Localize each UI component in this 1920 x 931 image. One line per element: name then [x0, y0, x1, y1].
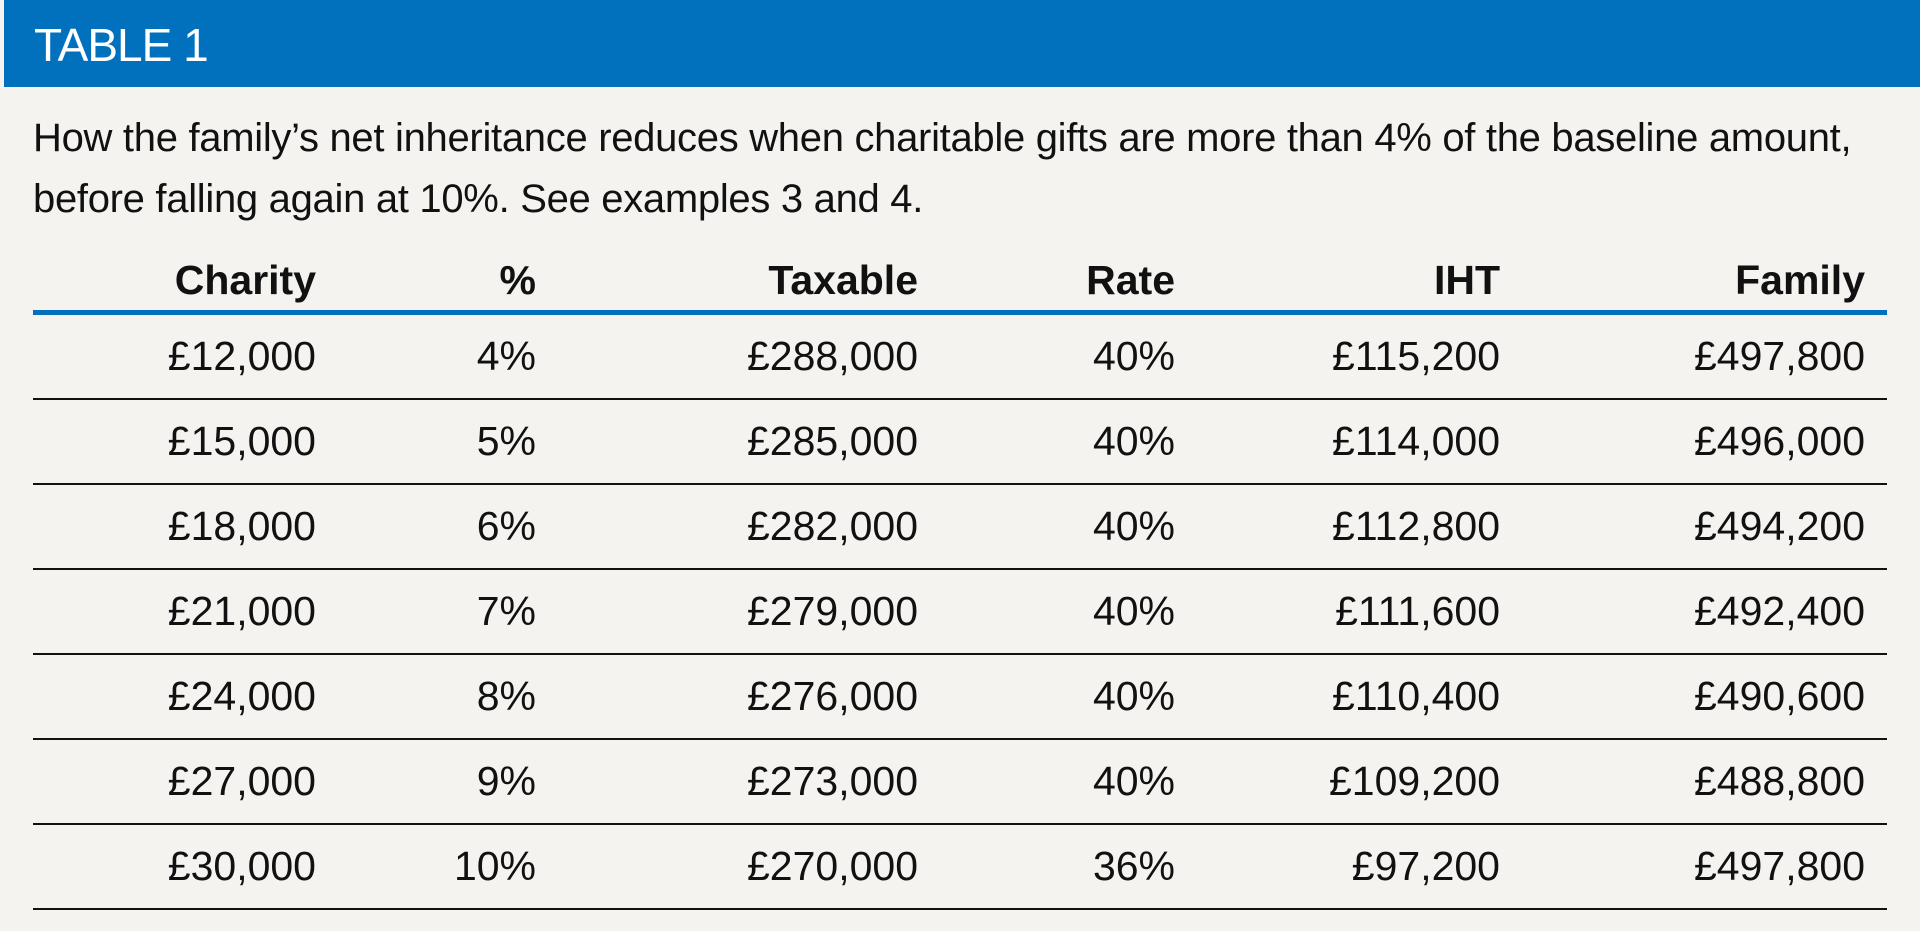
cell-percent: 9% [316, 739, 536, 825]
cell-percent: 7% [316, 569, 536, 655]
inheritance-table: Charity % Taxable Rate IHT Family £12,00… [33, 250, 1887, 910]
row-pad [1865, 484, 1887, 570]
cell-taxable: £288,000 [536, 312, 918, 400]
cell-rate: 40% [918, 399, 1175, 485]
header-pad [1865, 250, 1887, 315]
cell-charity: £27,000 [33, 739, 316, 825]
cell-charity: £18,000 [33, 484, 316, 570]
table-row: £27,000 9% £273,000 40% £109,200 £488,800 [33, 739, 1887, 825]
cell-taxable: £282,000 [536, 484, 918, 570]
table-row: £18,000 6% £282,000 40% £112,800 £494,200 [33, 484, 1887, 570]
header-row: Charity % Taxable Rate IHT Family [33, 250, 1887, 315]
cell-iht: £114,000 [1175, 399, 1500, 485]
table-title: TABLE 1 [34, 19, 209, 71]
cell-percent: 6% [316, 484, 536, 570]
cell-family: £494,200 [1500, 484, 1865, 570]
cell-iht: £111,600 [1175, 569, 1500, 655]
table-title-bar: TABLE 1 [4, 0, 1920, 87]
cell-percent: 5% [316, 399, 536, 485]
cell-taxable: £270,000 [536, 824, 918, 910]
cell-family: £488,800 [1500, 739, 1865, 825]
cell-charity: £24,000 [33, 654, 316, 740]
row-pad [1865, 654, 1887, 740]
cell-iht: £110,400 [1175, 654, 1500, 740]
cell-percent: 8% [316, 654, 536, 740]
cell-percent: 10% [316, 824, 536, 910]
cell-rate: 40% [918, 484, 1175, 570]
cell-percent: 4% [316, 312, 536, 400]
cell-iht: £115,200 [1175, 312, 1500, 400]
table-caption: How the family’s net inheritance reduces… [33, 116, 1852, 221]
cell-charity: £15,000 [33, 399, 316, 485]
row-pad [1865, 739, 1887, 825]
cell-rate: 40% [918, 569, 1175, 655]
cell-rate: 40% [918, 312, 1175, 400]
cell-iht: £97,200 [1175, 824, 1500, 910]
cell-taxable: £279,000 [536, 569, 918, 655]
col-header-family: Family [1500, 250, 1865, 315]
cell-charity: £21,000 [33, 569, 316, 655]
row-pad [1865, 569, 1887, 655]
cell-iht: £109,200 [1175, 739, 1500, 825]
row-pad [1865, 824, 1887, 910]
col-header-taxable: Taxable [536, 250, 918, 315]
cell-taxable: £273,000 [536, 739, 918, 825]
cell-taxable: £285,000 [536, 399, 918, 485]
cell-rate: 36% [918, 824, 1175, 910]
cell-rate: 40% [918, 739, 1175, 825]
cell-charity: £30,000 [33, 824, 316, 910]
col-header-iht: IHT [1175, 250, 1500, 315]
cell-charity: £12,000 [33, 312, 316, 400]
col-header-percent: % [316, 250, 536, 315]
table-row: £24,000 8% £276,000 40% £110,400 £490,600 [33, 654, 1887, 740]
cell-family: £492,400 [1500, 569, 1865, 655]
col-header-rate: Rate [918, 250, 1175, 315]
col-header-charity: Charity [33, 250, 316, 315]
cell-family: £496,000 [1500, 399, 1865, 485]
cell-taxable: £276,000 [536, 654, 918, 740]
cell-family: £490,600 [1500, 654, 1865, 740]
cell-family: £497,800 [1500, 312, 1865, 400]
table-row: £12,000 4% £288,000 40% £115,200 £497,800 [33, 312, 1887, 400]
table-row: £21,000 7% £279,000 40% £111,600 £492,400 [33, 569, 1887, 655]
cell-rate: 40% [918, 654, 1175, 740]
cell-iht: £112,800 [1175, 484, 1500, 570]
row-pad [1865, 399, 1887, 485]
table-row: £15,000 5% £285,000 40% £114,000 £496,000 [33, 399, 1887, 485]
row-pad [1865, 312, 1887, 400]
cell-family: £497,800 [1500, 824, 1865, 910]
table-row: £30,000 10% £270,000 36% £97,200 £497,800 [33, 824, 1887, 910]
